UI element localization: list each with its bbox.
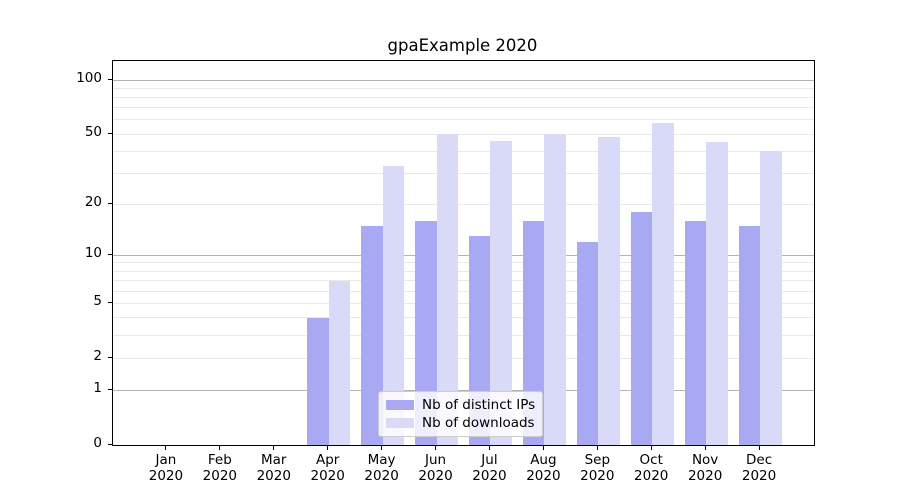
- gridline-minor-8: [113, 270, 814, 272]
- gridline-minor-50: [113, 133, 814, 135]
- gridline-minor-5: [113, 302, 814, 304]
- y-tick-5: [108, 301, 112, 303]
- y-tick-label-5: 5: [93, 293, 102, 310]
- gridline-minor-30: [113, 172, 814, 174]
- x-tick-label-aug: Aug 2020: [526, 452, 561, 484]
- y-tick-10: [108, 253, 112, 255]
- bar-ips-jun: [415, 220, 437, 445]
- y-tick-label-0: 0: [93, 435, 102, 451]
- gridline-minor-4: [113, 317, 814, 319]
- gridline-minor-70: [113, 107, 814, 109]
- x-tick-label-jul: Jul 2020: [472, 452, 507, 484]
- y-tick-1: [108, 388, 112, 390]
- bar-downloads-sep: [598, 137, 620, 445]
- bar-ips-may: [361, 225, 383, 445]
- x-tick-label-mar: Mar 2020: [256, 452, 291, 484]
- x-tick-label-dec: Dec 2020: [741, 452, 777, 484]
- gridline-minor-80: [113, 96, 814, 98]
- y-tick-20: [108, 202, 112, 204]
- y-tick-label-20: 20: [84, 194, 102, 211]
- bar-downloads-jun: [436, 134, 459, 445]
- x-tick-nov: [704, 445, 706, 450]
- gridline-minor-6: [113, 290, 814, 292]
- x-tick-label-oct: Oct 2020: [634, 452, 669, 484]
- gridline-minor-3: [113, 334, 814, 336]
- x-tick-jun: [435, 445, 437, 450]
- bar-ips-apr: [307, 317, 329, 445]
- x-tick-jan: [165, 445, 167, 450]
- y-tick-0: [108, 443, 112, 445]
- x-tick-may: [381, 445, 383, 450]
- legend-swatch-downloads: [386, 418, 414, 429]
- gridline-minor-90: [113, 87, 814, 89]
- x-tick-jul: [488, 445, 490, 450]
- x-tick-apr: [327, 445, 329, 450]
- plot-area: [112, 60, 815, 446]
- gridline-major-1: [113, 389, 814, 391]
- x-tick-label-apr: Apr 2020: [310, 452, 345, 484]
- bar-downloads-dec: [760, 151, 782, 445]
- x-tick-oct: [650, 445, 652, 450]
- x-tick-mar: [273, 445, 275, 450]
- bar-ips-dec: [738, 225, 761, 445]
- bar-downloads-may: [382, 166, 405, 445]
- gridline-minor-40: [113, 150, 814, 152]
- gridline-minor-60: [113, 119, 814, 121]
- x-tick-dec: [758, 445, 760, 450]
- bar-downloads-apr: [328, 280, 351, 445]
- x-tick-label-jun: Jun 2020: [418, 452, 453, 484]
- legend-item-distinct-ips: Nb of distinct IPs: [379, 397, 542, 413]
- gridline-minor-2: [113, 357, 814, 359]
- x-tick-label-jan: Jan 2020: [148, 452, 184, 484]
- y-tick-label-2: 2: [93, 348, 102, 365]
- legend-swatch-distinct-ips: [386, 399, 414, 410]
- bar-downloads-jul: [490, 140, 512, 445]
- x-tick-label-feb: Feb 2020: [202, 452, 238, 484]
- bar-ips-sep: [576, 242, 599, 445]
- bar-downloads-nov: [706, 142, 728, 445]
- x-tick-sep: [596, 445, 598, 450]
- x-tick-feb: [219, 445, 221, 450]
- y-tick-label-100: 100: [76, 70, 102, 87]
- gridline-minor-9: [113, 262, 814, 264]
- legend-item-downloads: Nb of downloads: [379, 415, 542, 431]
- x-tick-label-sep: Sep 2020: [580, 452, 615, 484]
- bar-ips-aug: [522, 220, 545, 445]
- y-tick-50: [108, 132, 112, 134]
- bar-ips-oct: [630, 212, 653, 445]
- x-tick-label-nov: Nov 2020: [687, 452, 723, 484]
- y-tick-100: [108, 78, 112, 80]
- y-tick-2: [108, 356, 112, 358]
- y-tick-label-10: 10: [84, 245, 102, 262]
- bar-ips-nov: [684, 220, 707, 445]
- gridline-minor-20: [113, 203, 814, 205]
- gridline-major-10: [113, 254, 814, 256]
- legend: Nb of distinct IPs Nb of downloads: [378, 391, 543, 437]
- y-tick-label-1: 1: [93, 380, 102, 397]
- x-tick-label-may: May 2020: [364, 452, 399, 484]
- gridline-minor-7: [113, 280, 814, 282]
- legend-label-distinct-ips: Nb of distinct IPs: [422, 396, 536, 413]
- x-tick-aug: [542, 445, 544, 450]
- bar-downloads-aug: [544, 134, 566, 445]
- y-tick-label-50: 50: [84, 124, 102, 141]
- chart-title: gpaExample 2020: [387, 36, 538, 55]
- legend-label-downloads: Nb of downloads: [422, 415, 535, 432]
- bar-downloads-oct: [652, 122, 674, 445]
- gridline-major-100: [113, 79, 814, 81]
